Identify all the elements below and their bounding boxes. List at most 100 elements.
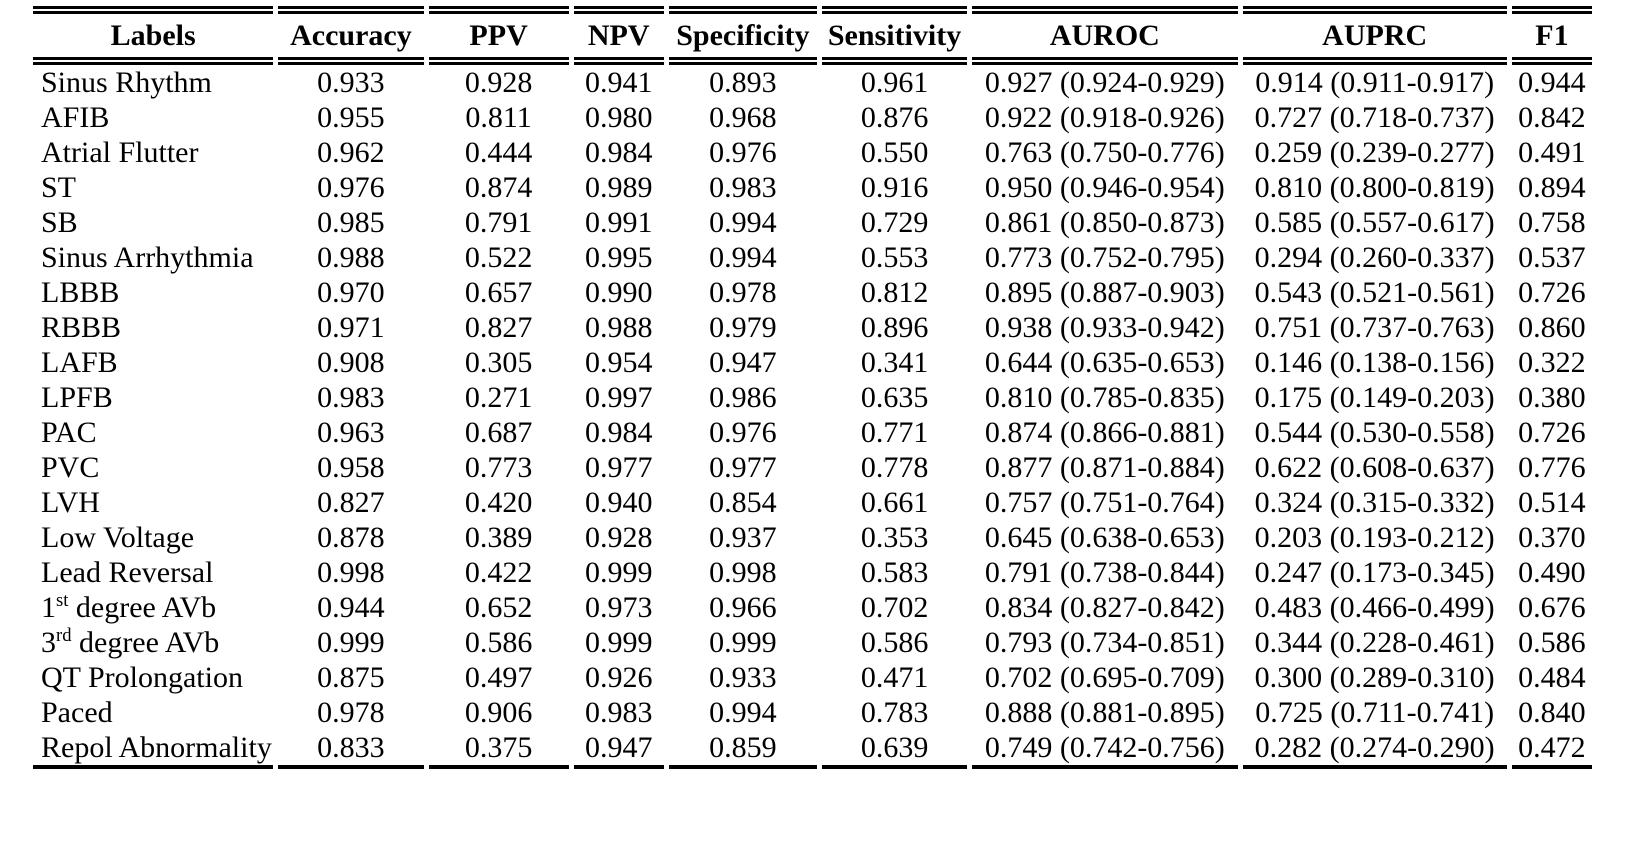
cell-f1: 0.944 <box>1518 66 1586 99</box>
cell-ppv: 0.422 <box>464 556 533 589</box>
cell-specificity: 0.994 <box>709 206 777 239</box>
cell-specificity: 0.983 <box>709 171 777 204</box>
cell-label: Low Voltage <box>41 521 195 554</box>
cell-specificity: 0.937 <box>709 521 777 554</box>
cell-auprc: 0.259 (0.239-0.277) <box>1254 136 1495 169</box>
cell-specificity: 0.979 <box>709 311 777 344</box>
cell-accuracy: 0.978 <box>317 696 385 729</box>
cell-sensitivity: 0.771 <box>860 416 929 449</box>
metrics-table-head: Labels Accuracy PPV NPV Specificity Sensitivi… <box>33 6 1592 65</box>
cell-sensitivity: 0.353 <box>860 521 929 554</box>
cell-ppv: 0.791 <box>464 206 533 239</box>
table-row: LPFB 0.983 0.271 0.997 0.986 0.635 0.810 (0.78… <box>33 380 1592 415</box>
cell-f1: 0.490 <box>1518 556 1586 589</box>
cell-specificity: 0.976 <box>709 416 777 449</box>
header-accuracy: Accuracy <box>278 6 424 65</box>
cell-sensitivity: 0.471 <box>860 661 929 694</box>
cell-f1: 0.840 <box>1518 696 1586 729</box>
cell-ppv: 0.652 <box>464 591 533 624</box>
cell-auprc: 0.324 (0.315-0.332) <box>1254 486 1495 519</box>
cell-label: 1st degree AVb <box>33 590 273 625</box>
cell-auroc: 0.749 (0.742-0.756) <box>972 730 1238 769</box>
cell-f1: 0.472 <box>1511 730 1592 769</box>
table-row: 1st degree AVb 0.944 0.652 0.973 0.966 0.702 0… <box>33 590 1592 625</box>
cell-auprc: 0.175 (0.149-0.203) <box>1254 381 1495 414</box>
cell-f1: 0.776 <box>1518 451 1586 484</box>
cell-accuracy: 0.933 <box>317 66 385 99</box>
cell-ppv: 0.773 <box>464 451 533 484</box>
cell-specificity: 0.893 <box>709 66 777 99</box>
label-text: 3 <box>41 626 56 659</box>
header-label: Labels <box>33 6 274 65</box>
cell-f1: 0.537 <box>1518 241 1586 274</box>
cell-auprc: 0.914 (0.911-0.917) <box>1255 66 1495 99</box>
cell-npv: 0.999 <box>584 556 653 589</box>
cell-auroc: 0.763 (0.750-0.776) <box>984 136 1225 169</box>
cell-sensitivity: 0.896 <box>860 311 929 344</box>
cell-sensitivity: 0.661 <box>860 486 929 519</box>
cell-f1: 0.484 <box>1518 661 1586 694</box>
cell-accuracy: 0.976 <box>317 171 385 204</box>
cell-accuracy: 0.963 <box>317 416 385 449</box>
table-row: LVH 0.827 0.420 0.940 0.854 0.661 0.757 (0.751… <box>33 485 1592 520</box>
cell-accuracy: 0.998 <box>317 556 385 589</box>
cell-ppv: 0.497 <box>464 661 533 694</box>
header-ppv: PPV <box>428 6 569 65</box>
cell-sensitivity: 0.916 <box>860 171 929 204</box>
cell-label: PAC <box>41 416 97 449</box>
header-npv: NPV <box>573 6 664 65</box>
cell-f1: 0.380 <box>1518 381 1586 414</box>
cell-npv: 0.999 <box>584 626 653 659</box>
cell-f1: 0.491 <box>1518 136 1586 169</box>
cell-accuracy: 0.958 <box>317 451 385 484</box>
cell-ppv: 0.444 <box>464 136 533 169</box>
cell-specificity: 0.977 <box>709 451 777 484</box>
cell-npv: 0.973 <box>584 591 653 624</box>
table-row: LAFB 0.908 0.305 0.954 0.947 0.341 0.644 (0.63… <box>33 345 1592 380</box>
table-row: Sinus Arrhythmia 0.988 0.522 0.995 0.994 0.55… <box>33 240 1592 275</box>
table-row: ST 0.976 0.874 0.989 0.983 0.916 0.950 (0.946-… <box>33 170 1592 205</box>
cell-auprc: 0.344 (0.228-0.461) <box>1254 626 1495 659</box>
cell-npv: 0.980 <box>584 101 653 134</box>
cell-ppv: 0.389 <box>464 521 533 554</box>
table-row: Low Voltage 0.878 0.389 0.928 0.937 0.353 0.64… <box>33 520 1592 555</box>
cell-accuracy: 0.827 <box>317 486 385 519</box>
cell-auroc: 0.644 (0.635-0.653) <box>984 346 1225 379</box>
cell-auroc: 0.895 (0.887-0.903) <box>984 276 1225 309</box>
cell-sensitivity: 0.961 <box>860 66 929 99</box>
cell-npv: 0.995 <box>584 241 653 274</box>
metrics-table-container: Labels Accuracy PPV NPV Specificity Sensitivi… <box>28 6 1597 769</box>
cell-auroc: 0.773 (0.752-0.795) <box>984 241 1225 274</box>
cell-f1: 0.726 <box>1518 276 1586 309</box>
cell-npv: 0.984 <box>584 136 653 169</box>
cell-auroc: 0.810 (0.785-0.835) <box>984 381 1225 414</box>
cell-label: ST <box>41 171 77 204</box>
cell-sensitivity: 0.876 <box>860 101 929 134</box>
cell-f1: 0.842 <box>1518 101 1586 134</box>
cell-label: QT Prolongation <box>41 661 243 694</box>
cell-specificity: 0.978 <box>709 276 777 309</box>
cell-npv: 0.977 <box>584 451 653 484</box>
cell-auprc: 0.294 (0.260-0.337) <box>1254 241 1495 274</box>
cell-sensitivity: 0.586 <box>860 626 929 659</box>
cell-sensitivity: 0.729 <box>860 206 929 239</box>
cell-auprc: 0.544 (0.530-0.558) <box>1254 416 1495 449</box>
cell-label: RBBB <box>41 311 122 344</box>
cell-ppv: 0.928 <box>464 66 533 99</box>
cell-f1: 0.586 <box>1518 626 1586 659</box>
cell-accuracy: 0.878 <box>317 521 385 554</box>
cell-sensitivity: 0.550 <box>860 136 929 169</box>
cell-auroc: 0.950 (0.946-0.954) <box>984 171 1225 204</box>
cell-specificity: 0.999 <box>709 626 777 659</box>
cell-accuracy: 0.955 <box>317 101 385 134</box>
cell-accuracy: 0.908 <box>317 346 385 379</box>
table-row: AFIB 0.955 0.811 0.980 0.968 0.876 0.922 (0.91… <box>33 100 1592 135</box>
cell-auroc: 0.702 (0.695-0.709) <box>984 661 1225 694</box>
cell-npv: 0.954 <box>584 346 653 379</box>
cell-auprc: 0.203 (0.193-0.212) <box>1254 521 1495 554</box>
cell-sensitivity: 0.553 <box>860 241 929 274</box>
cell-accuracy: 0.985 <box>317 206 385 239</box>
cell-auprc: 0.146 (0.138-0.156) <box>1254 346 1495 379</box>
metrics-table-body: Sinus Rhythm 0.933 0.928 0.941 0.893 0.961 0.9… <box>33 65 1592 769</box>
cell-auprc: 0.300 (0.289-0.310) <box>1254 661 1495 694</box>
